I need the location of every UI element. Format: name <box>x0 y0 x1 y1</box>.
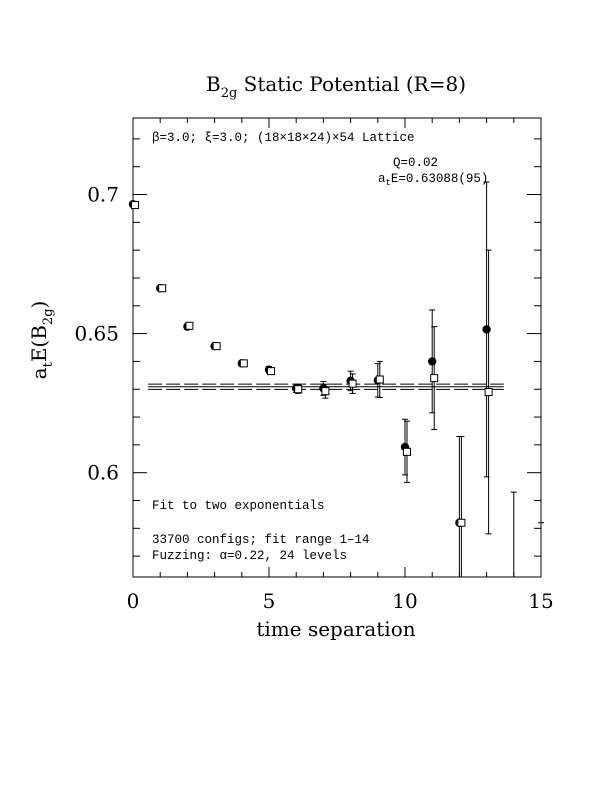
fit-note: Fit to two exponentials <box>152 499 325 513</box>
fit-point <box>457 518 466 527</box>
axes: 0 5 10 15 0.6 0.65 0.7 <box>74 117 554 613</box>
fit-q: Q=0.02 <box>393 156 438 170</box>
fit-point <box>348 379 357 388</box>
y-tick-label: 0.7 <box>87 183 119 207</box>
fit-point <box>267 367 275 376</box>
title-rest: Static Potential (R=8) <box>237 72 466 96</box>
x-tick-label: 10 <box>392 589 417 613</box>
x-tick-label: 0 <box>127 589 140 613</box>
chart-title: B2g Static Potential (R=8) <box>206 72 466 101</box>
fit-point <box>321 387 330 396</box>
fit-point <box>294 385 303 394</box>
y-tick-label: 0.65 <box>74 322 119 346</box>
title-subscript: 2g <box>221 86 238 101</box>
x-axis-label: time separation <box>256 617 415 641</box>
fit-point <box>158 284 167 293</box>
x-tick-label: 5 <box>263 589 276 613</box>
fit-energy: atE=0.63088(95) <box>378 172 488 188</box>
fit-point <box>484 388 493 397</box>
fuzz-note: Fuzzing: α=0.22, 24 levels <box>152 549 347 563</box>
fit-point <box>239 359 248 368</box>
fit-point <box>131 201 139 210</box>
fit-point <box>212 342 221 351</box>
lattice-note: β=3.0; ξ=3.0; (18×18×24)×54 Lattice <box>152 131 415 145</box>
y-axis-label: atE(B2g) <box>27 301 56 380</box>
configs-note: 33700 configs; fit range 1–14 <box>152 533 370 547</box>
data-point <box>482 325 491 334</box>
fit-point <box>430 374 439 383</box>
fit-point <box>375 375 384 384</box>
fit-point <box>185 321 194 330</box>
fit-point <box>403 447 411 456</box>
data-point <box>428 357 437 366</box>
y-tick-label: 0.6 <box>87 461 119 485</box>
data-points <box>128 181 544 577</box>
x-tick-label: 15 <box>528 589 553 613</box>
plot-frame <box>132 117 542 578</box>
